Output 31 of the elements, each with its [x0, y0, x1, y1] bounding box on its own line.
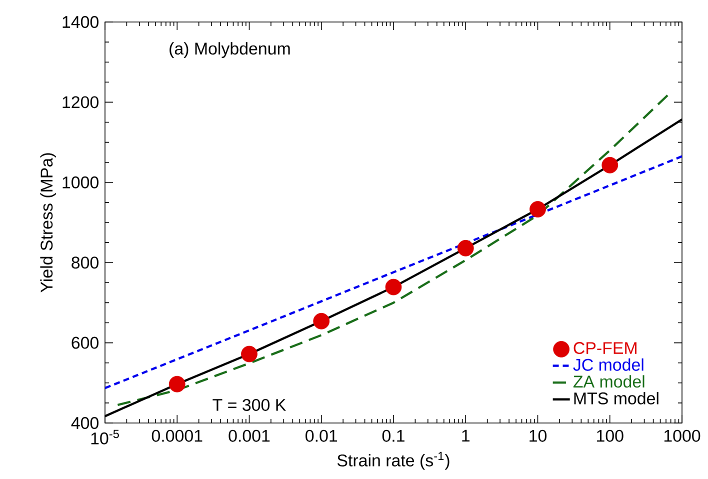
x-axis-title: Strain rate (s$^{-1}$)	[337, 452, 450, 470]
annotation: T = 300 K	[212, 398, 286, 411]
y-tick-label: 1200	[62, 96, 98, 108]
x-tick-label: 0.1	[382, 430, 404, 442]
legend-label: CP-FEM	[574, 342, 636, 354]
legend-label: JC model	[573, 358, 644, 371]
point	[457, 240, 474, 256]
x-tick-label: 100	[597, 430, 624, 442]
y-tick-label: 1000	[62, 176, 98, 188]
y-tick-label: 800	[72, 256, 98, 269]
point	[602, 156, 618, 174]
y-axis-title: Yield Stress (MPa)	[40, 153, 56, 292]
x-tick-label: 10$^{-5}$	[91, 430, 119, 444]
x-tick-label: 0.0001	[152, 430, 202, 442]
x-tick-label: 0.01	[306, 430, 338, 442]
point	[241, 346, 258, 362]
point	[313, 312, 330, 330]
x-tick-label: 1	[462, 430, 470, 442]
x-tick-label: 1000	[664, 430, 700, 442]
x-tick-label: 0.001	[228, 430, 270, 442]
y-tick-label: 1400	[62, 16, 98, 28]
annotation: (a) Molybdenum	[170, 42, 290, 58]
y-tick-label: 400	[71, 417, 98, 429]
line-series	[104, 155, 682, 390]
x-tick-label: 10	[530, 430, 547, 442]
point	[168, 376, 186, 392]
point	[530, 201, 546, 218]
legend-label: ZA model	[573, 375, 644, 388]
point	[385, 278, 402, 296]
legend-label: MTS model	[574, 392, 658, 404]
y-tick-label: 600	[72, 336, 98, 349]
